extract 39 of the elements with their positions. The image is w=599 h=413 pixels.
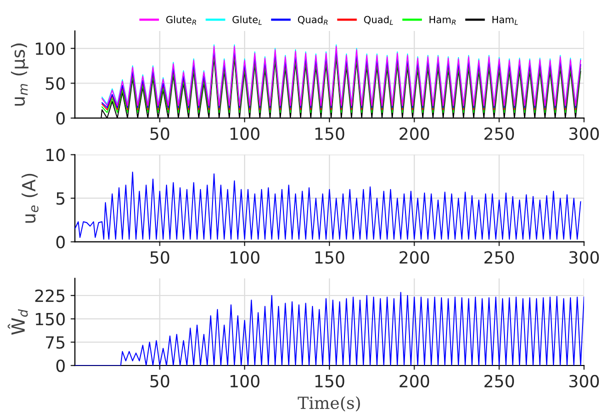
legend-label: Glute$_{R}$: [166, 16, 196, 25]
x-tick-label: 100: [230, 251, 260, 264]
x-tick-label: 200: [400, 374, 430, 388]
y-axis-title: u$_{e}$ (A): [22, 174, 38, 223]
x-tick-label: 300: [569, 127, 599, 140]
legend-label: Ham$_{R}$: [430, 16, 456, 25]
x-tick-label: 150: [315, 374, 344, 388]
y-tick-label: 0: [56, 359, 65, 372]
y-tick-label: 100: [36, 42, 65, 55]
y-tick-label: 150: [36, 312, 65, 326]
x-tick-label: 300: [569, 374, 599, 388]
x-tick-label: 100: [230, 127, 260, 140]
x-axis-title: Time(s): [298, 396, 360, 412]
legend-label: Quad$_{R}$: [298, 16, 328, 25]
line-series: [74, 172, 582, 240]
x-tick-label: 250: [484, 374, 514, 388]
x-tick-label: 50: [150, 251, 170, 264]
y-tick-label: 5: [56, 192, 64, 205]
x-tick-label: 100: [230, 374, 260, 388]
x-tick-label: 150: [315, 251, 344, 264]
y-tick-label: 225: [35, 289, 64, 302]
x-tick-label: 200: [400, 127, 430, 140]
legend-label: Glute$_{L}$: [232, 16, 262, 25]
x-tick-label: 300: [569, 251, 599, 264]
x-tick-label: 250: [484, 127, 514, 140]
y-axis-title: Ŵ$_{d}$: [8, 309, 28, 335]
x-tick-label: 150: [315, 127, 344, 140]
x-tick-label: 200: [400, 251, 430, 264]
y-tick-label: 0: [56, 112, 65, 125]
y-tick-label: 10: [46, 148, 65, 162]
y-axis-title: u$_{m}$ (μs): [10, 44, 28, 106]
x-tick-label: 50: [150, 127, 170, 140]
legend-label: Ham$_{L}$: [492, 16, 518, 25]
y-tick-label: 75: [46, 336, 64, 349]
y-tick-label: 0: [56, 236, 65, 248]
x-tick-label: 250: [484, 251, 514, 264]
legend-label: Quad$_{L}$: [364, 16, 393, 25]
y-tick-label: 50: [46, 77, 65, 90]
x-tick-label: 50: [150, 374, 170, 388]
